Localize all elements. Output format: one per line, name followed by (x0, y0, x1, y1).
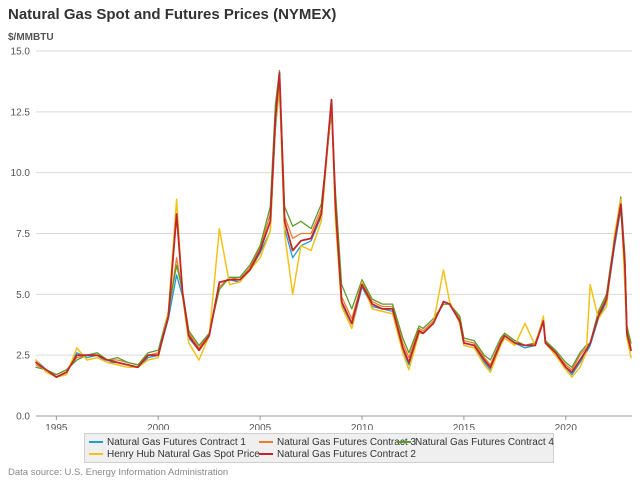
y-tick-label: 7.5 (16, 229, 30, 240)
x-tick-label: 2010 (351, 423, 374, 430)
y-tick-label: 15.0 (11, 47, 31, 58)
y-tick-label: 10.0 (11, 168, 31, 179)
legend-swatch-futures-contract-4 (397, 441, 411, 444)
legend-swatch-henry-hub-spot (89, 453, 103, 456)
legend-swatch-futures-contract-1 (89, 441, 103, 444)
series-line-3 (35, 69, 632, 376)
source-note: Data source: U.S. Energy Information Adm… (8, 467, 229, 478)
legend: Natural Gas Futures Contract 1 Natural G… (84, 433, 554, 463)
legend-item-futures-contract-1[interactable]: Natural Gas Futures Contract 1 (89, 437, 246, 449)
legend-label-futures-contract-2: Natural Gas Futures Contract 2 (277, 449, 416, 460)
legend-swatch-futures-contract-2 (259, 453, 273, 456)
legend-label-futures-contract-4: Natural Gas Futures Contract 4 (415, 437, 554, 448)
legend-item-futures-contract-2[interactable]: Natural Gas Futures Contract 2 (259, 449, 416, 461)
y-axis-unit-label: $/MMBTU (8, 32, 54, 43)
gridlines (36, 50, 632, 417)
legend-item-futures-contract-4[interactable]: Natural Gas Futures Contract 4 (397, 437, 554, 449)
legend-item-futures-contract-3[interactable]: Natural Gas Futures Contract 3 (259, 437, 416, 449)
x-tick-label: 2020 (555, 423, 578, 430)
legend-label-henry-hub-spot: Henry Hub Natural Gas Spot Price (107, 449, 260, 460)
chart-title: Natural Gas Spot and Futures Prices (NYM… (8, 6, 337, 23)
series-line-5 (35, 72, 632, 379)
series-lines (35, 69, 632, 379)
x-tick-label: 2005 (249, 423, 272, 430)
x-axis-ticks: 1995 2000 2005 2010 2015 2020 (45, 416, 577, 430)
chart-plot: 0.0 2.5 5.0 7.5 10.0 12.5 15.0 1995 2000 2005 201… (11, 47, 632, 430)
y-tick-label: 0.0 (16, 412, 30, 423)
y-tick-label: 5.0 (16, 290, 30, 301)
legend-label-futures-contract-3: Natural Gas Futures Contract 3 (277, 437, 416, 448)
legend-item-henry-hub-spot[interactable]: Henry Hub Natural Gas Spot Price (89, 449, 260, 461)
legend-swatch-futures-contract-3 (259, 441, 273, 444)
x-tick-label: 2000 (147, 423, 170, 430)
legend-label-futures-contract-1: Natural Gas Futures Contract 1 (107, 437, 246, 448)
y-axis-ticks: 0.0 2.5 5.0 7.5 10.0 12.5 15.0 (11, 47, 31, 423)
x-tick-label: 2015 (453, 423, 476, 430)
x-tick-label: 1995 (45, 423, 68, 430)
y-tick-label: 2.5 (16, 351, 30, 362)
series-line-2 (35, 74, 632, 376)
y-tick-label: 12.5 (11, 107, 31, 118)
